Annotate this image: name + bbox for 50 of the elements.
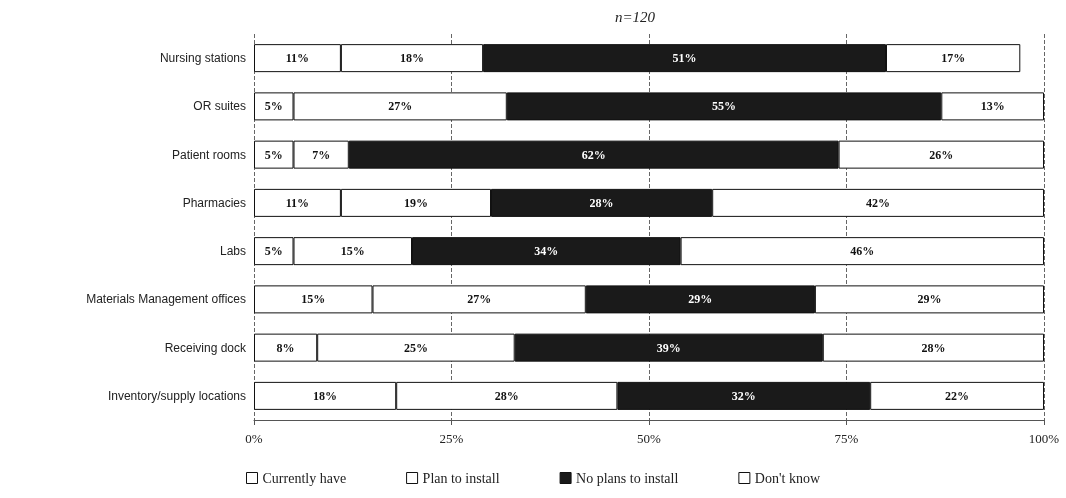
y-tick-label: Labs	[219, 244, 246, 259]
legend-label: Plan to install	[422, 470, 500, 486]
data-label: 13%	[980, 99, 1005, 114]
legend-label: No plans to install	[576, 470, 679, 486]
data-label: 7%	[312, 147, 331, 162]
y-tick-label: Nursing stations	[159, 51, 246, 66]
data-label: 25%	[403, 340, 428, 355]
data-label: 8%	[276, 340, 295, 355]
data-label: 15%	[301, 292, 326, 307]
data-label: 29%	[688, 292, 713, 307]
y-tick-label: OR suites	[193, 99, 246, 114]
x-tick-label: 75%	[834, 431, 859, 446]
y-tick-label: Inventory/supply locations	[107, 388, 246, 403]
y-tick-label: Materials Management offices	[86, 292, 246, 307]
data-label: 19%	[403, 195, 428, 210]
data-label: 5%	[264, 99, 283, 114]
data-label: 29%	[917, 292, 942, 307]
data-label: 17%	[941, 51, 966, 66]
data-label: 28%	[494, 388, 519, 403]
data-label: 42%	[866, 195, 891, 210]
data-label: 32%	[731, 388, 756, 403]
legend-label: Currently have	[262, 470, 347, 486]
y-tick-label: Receiving dock	[164, 340, 247, 355]
data-label: 46%	[850, 244, 875, 259]
data-label: 27%	[388, 99, 413, 114]
data-label: 22%	[945, 388, 970, 403]
data-label: 34%	[534, 244, 559, 259]
x-tick-label: 100%	[1028, 431, 1060, 446]
data-label: 28%	[589, 195, 614, 210]
chart-title: n=120	[614, 8, 656, 25]
data-label: 18%	[313, 388, 338, 403]
x-tick-label: 50%	[637, 431, 662, 446]
data-label: 62%	[581, 147, 606, 162]
data-label: 18%	[400, 51, 424, 66]
data-label: 28%	[921, 340, 946, 355]
data-label: 5%	[264, 244, 283, 259]
data-label: 51%	[672, 51, 697, 66]
y-tick-label: Pharmacies	[182, 195, 246, 210]
data-label: 27%	[467, 292, 492, 307]
data-label: 55%	[712, 99, 737, 114]
data-label: 15%	[340, 244, 365, 259]
data-label: 5%	[264, 147, 283, 162]
data-label: 11%	[285, 51, 310, 66]
x-tick-label: 25%	[439, 431, 464, 446]
data-label: 39%	[656, 340, 681, 355]
x-tick-label: 0%	[245, 431, 263, 446]
data-label: 26%	[929, 147, 954, 162]
legend-label: Don't know	[754, 470, 821, 486]
data-label: 11%	[285, 195, 310, 210]
y-tick-label: Patient rooms	[171, 147, 246, 162]
